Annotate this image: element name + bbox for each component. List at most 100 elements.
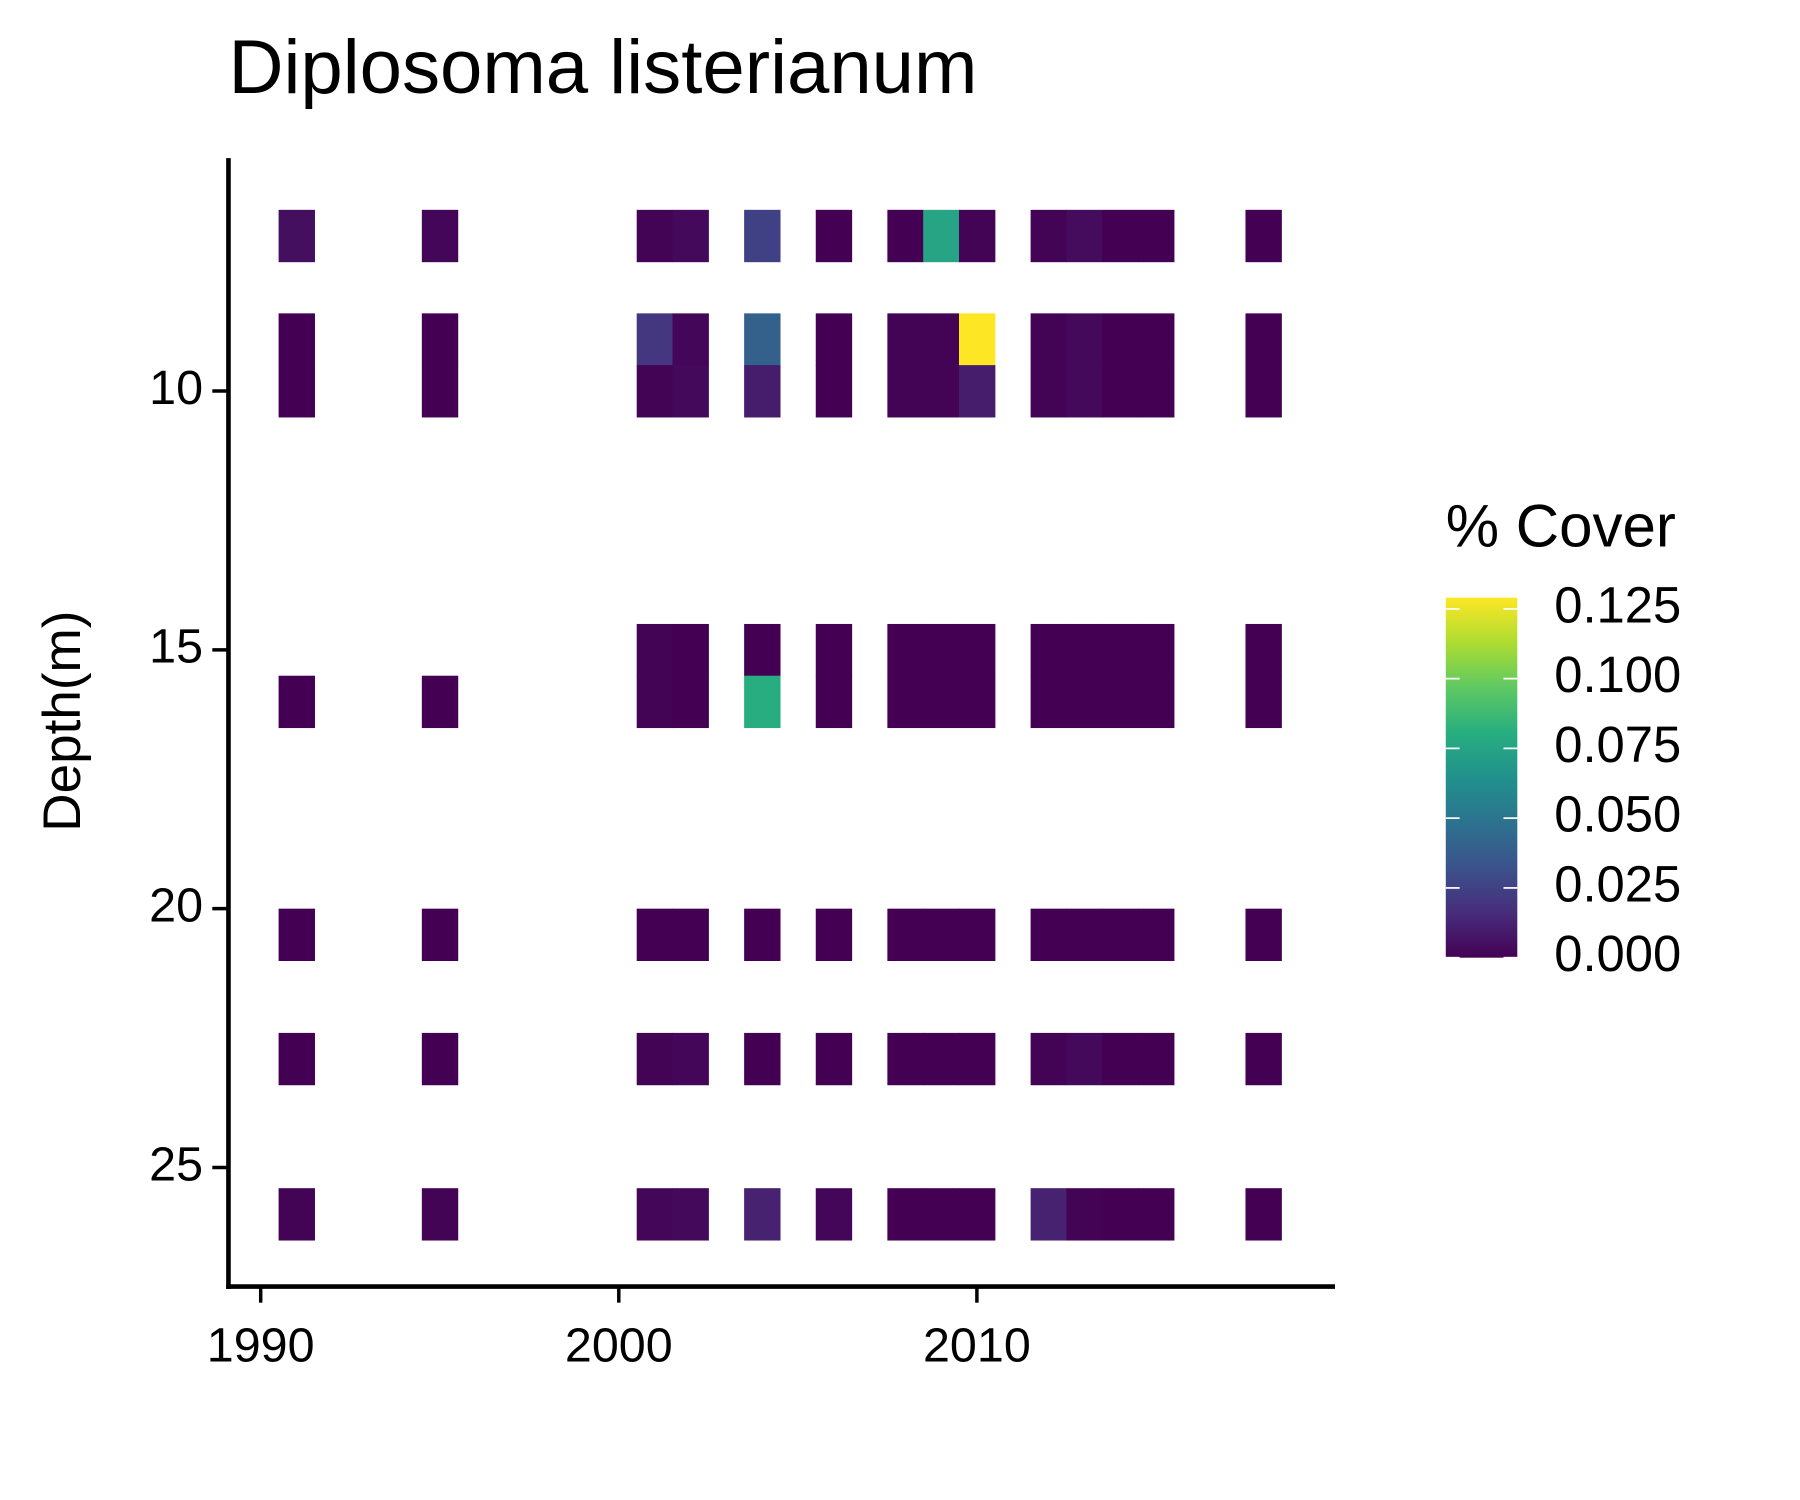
heat-cell bbox=[958, 623, 996, 677]
heat-cell bbox=[1102, 908, 1139, 962]
heat-cell bbox=[636, 623, 674, 677]
heat-cell bbox=[1066, 1188, 1103, 1241]
x-tick-label: 1990 bbox=[207, 1319, 315, 1373]
y-tick-label: 20 bbox=[149, 878, 203, 932]
heat-cell bbox=[1245, 1032, 1282, 1086]
heat-cell bbox=[1245, 1188, 1282, 1241]
heat-cell bbox=[887, 675, 924, 729]
heat-cell bbox=[636, 209, 674, 263]
heat-cell bbox=[1030, 1032, 1067, 1086]
heat-cell bbox=[636, 1188, 674, 1241]
heat-cell bbox=[744, 209, 781, 263]
heat-cell bbox=[1138, 908, 1175, 962]
heat-cell bbox=[744, 623, 781, 677]
heat-cell bbox=[278, 908, 315, 962]
heat-cell bbox=[923, 675, 960, 729]
heat-cell bbox=[636, 675, 674, 729]
heat-cell bbox=[1102, 209, 1139, 263]
y-tick-label: 10 bbox=[149, 361, 203, 415]
heat-cell bbox=[1066, 675, 1103, 729]
heat-cell bbox=[923, 365, 960, 418]
heat-cell bbox=[744, 365, 781, 418]
heat-cell bbox=[744, 313, 781, 366]
heat-cell bbox=[958, 313, 996, 366]
heat-cell bbox=[278, 1032, 315, 1086]
colorbar-label: 0.025 bbox=[1554, 855, 1681, 912]
heat-cell bbox=[421, 209, 459, 263]
heat-cell bbox=[923, 1032, 960, 1086]
heat-cell bbox=[421, 908, 459, 962]
heat-cell bbox=[887, 365, 924, 418]
chart-title: Diplosoma listerianum bbox=[228, 25, 977, 110]
heat-cell bbox=[815, 1032, 853, 1086]
heat-cell bbox=[887, 908, 924, 962]
heat-cell bbox=[815, 313, 853, 366]
heat-cell bbox=[1245, 209, 1282, 263]
heat-cell bbox=[1030, 623, 1067, 677]
heat-cell bbox=[672, 209, 709, 263]
heat-cell bbox=[1030, 365, 1067, 418]
heat-cell bbox=[421, 1188, 459, 1241]
colorbar-label: 0.075 bbox=[1554, 716, 1681, 773]
heat-cell bbox=[958, 908, 996, 962]
heat-cell bbox=[278, 365, 315, 418]
heat-cell bbox=[278, 675, 315, 729]
heat-cell bbox=[815, 209, 853, 263]
heat-cell bbox=[1030, 313, 1067, 366]
heat-cell bbox=[958, 675, 996, 729]
heat-cell bbox=[1030, 209, 1067, 263]
heat-cell bbox=[887, 623, 924, 677]
heat-cell bbox=[815, 675, 853, 729]
heat-cell bbox=[887, 209, 924, 263]
heat-cell bbox=[672, 675, 709, 729]
heat-cell bbox=[744, 1032, 781, 1086]
heat-cell bbox=[421, 365, 459, 418]
heat-cell bbox=[672, 313, 709, 366]
heat-cell bbox=[636, 908, 674, 962]
heat-cell bbox=[1245, 908, 1282, 962]
heat-cell bbox=[1138, 209, 1175, 263]
heat-cell bbox=[636, 365, 674, 418]
heat-cell bbox=[421, 1032, 459, 1086]
colorbar bbox=[1445, 597, 1518, 958]
heat-cell bbox=[672, 365, 709, 418]
heat-cell bbox=[923, 313, 960, 366]
heat-cell bbox=[744, 908, 781, 962]
heat-cell bbox=[887, 1032, 924, 1086]
y-tick-label: 25 bbox=[149, 1137, 203, 1191]
heat-cell bbox=[672, 1188, 709, 1241]
colorbar-label: 0.050 bbox=[1554, 786, 1681, 843]
legend-title: % Cover bbox=[1446, 493, 1676, 560]
heat-cell bbox=[958, 1032, 996, 1086]
heat-cell bbox=[1138, 1032, 1175, 1086]
heat-cell bbox=[1138, 365, 1175, 418]
heat-cell bbox=[1138, 623, 1175, 677]
heat-cell bbox=[1102, 623, 1139, 677]
heat-cell bbox=[1066, 365, 1103, 418]
colorbar-label: 0.125 bbox=[1554, 576, 1681, 633]
heat-cell bbox=[1245, 365, 1282, 418]
heat-cell bbox=[923, 623, 960, 677]
heat-cell bbox=[1066, 313, 1103, 366]
heat-cell bbox=[672, 623, 709, 677]
heat-cell bbox=[815, 623, 853, 677]
y-tick-label: 15 bbox=[149, 620, 203, 674]
heat-cell bbox=[1030, 675, 1067, 729]
heat-cell bbox=[1066, 623, 1103, 677]
heat-cell bbox=[636, 1032, 674, 1086]
heat-cell bbox=[1030, 1188, 1067, 1241]
heat-cell bbox=[1102, 675, 1139, 729]
heat-cell bbox=[672, 1032, 709, 1086]
heat-cell bbox=[1102, 365, 1139, 418]
heat-cell bbox=[278, 313, 315, 366]
heat-cell bbox=[421, 313, 459, 366]
colorbar-label: 0.000 bbox=[1554, 925, 1681, 982]
heat-cell bbox=[636, 313, 674, 366]
heat-cell bbox=[815, 908, 853, 962]
heat-cell bbox=[815, 1188, 853, 1241]
heat-cell bbox=[1245, 623, 1282, 677]
heat-cell bbox=[958, 1188, 996, 1241]
heat-cell bbox=[1245, 675, 1282, 729]
heat-cell bbox=[958, 365, 996, 418]
heat-cell bbox=[923, 209, 960, 263]
